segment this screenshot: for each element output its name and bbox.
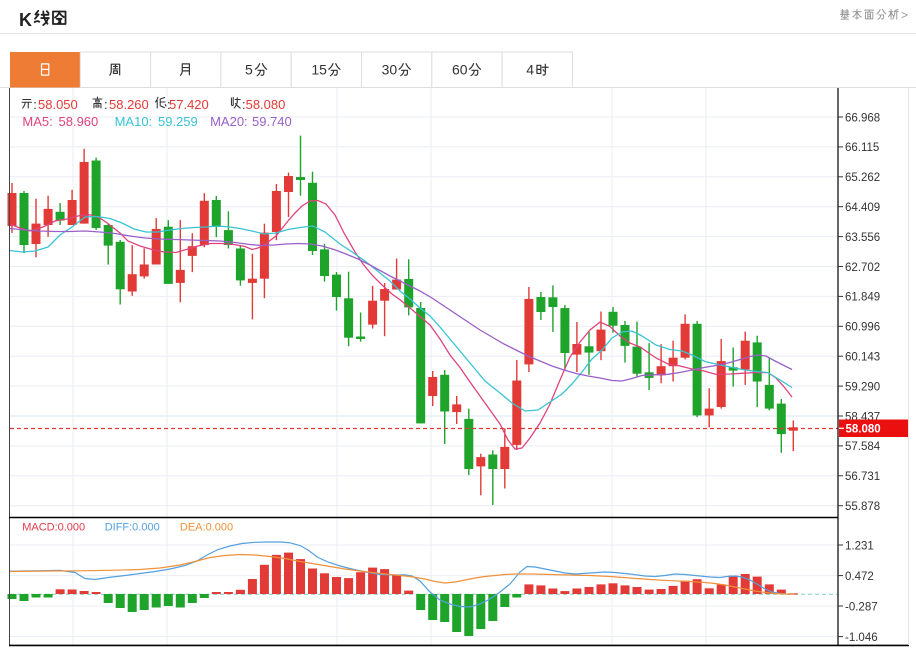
svg-text::: : xyxy=(242,97,246,112)
svg-text:59.740: 59.740 xyxy=(252,114,292,129)
svg-text:MACD:0.000: MACD:0.000 xyxy=(22,521,85,533)
svg-text:58.080: 58.080 xyxy=(846,424,881,436)
svg-text:57.584: 57.584 xyxy=(845,441,881,453)
svg-text:4: 4 xyxy=(526,62,534,78)
svg-text:DEA:0.000: DEA:0.000 xyxy=(180,521,233,533)
svg-text:65.262: 65.262 xyxy=(845,172,880,184)
svg-text:58.260: 58.260 xyxy=(109,97,149,112)
svg-text:55.878: 55.878 xyxy=(845,501,880,513)
svg-text:30: 30 xyxy=(382,62,398,78)
svg-text:DIFF:0.000: DIFF:0.000 xyxy=(105,521,160,533)
svg-text::: : xyxy=(104,97,108,112)
svg-text:58.960: 58.960 xyxy=(59,114,99,129)
svg-text:-1.046: -1.046 xyxy=(845,632,878,644)
svg-text:64.409: 64.409 xyxy=(845,202,880,214)
svg-text:MA20:: MA20: xyxy=(210,114,248,129)
svg-text:>: > xyxy=(901,8,908,22)
svg-text:60.996: 60.996 xyxy=(845,322,880,334)
svg-text:59.290: 59.290 xyxy=(845,381,880,393)
svg-text:57.420: 57.420 xyxy=(169,97,209,112)
svg-text:58.080: 58.080 xyxy=(246,97,286,112)
svg-text:62.702: 62.702 xyxy=(845,262,880,274)
svg-text:59.259: 59.259 xyxy=(158,114,198,129)
svg-text:0.472: 0.472 xyxy=(845,571,874,583)
svg-text:58.050: 58.050 xyxy=(38,97,78,112)
svg-text:5: 5 xyxy=(245,62,253,78)
svg-text:61.849: 61.849 xyxy=(845,292,880,304)
svg-text:66.968: 66.968 xyxy=(845,112,880,124)
svg-text:-0.287: -0.287 xyxy=(845,601,878,613)
svg-text::: : xyxy=(167,97,171,112)
svg-text:60.143: 60.143 xyxy=(845,352,880,364)
svg-text:66.115: 66.115 xyxy=(845,142,879,154)
svg-text:MA5:: MA5: xyxy=(22,114,52,129)
svg-text:15: 15 xyxy=(311,62,327,78)
svg-text:60: 60 xyxy=(452,62,468,78)
svg-text:56.731: 56.731 xyxy=(845,471,880,483)
svg-text:K: K xyxy=(19,10,32,30)
svg-text:63.556: 63.556 xyxy=(845,232,880,244)
svg-text:1.231: 1.231 xyxy=(845,540,874,552)
svg-text::: : xyxy=(33,97,37,112)
svg-text:MA10:: MA10: xyxy=(115,114,153,129)
